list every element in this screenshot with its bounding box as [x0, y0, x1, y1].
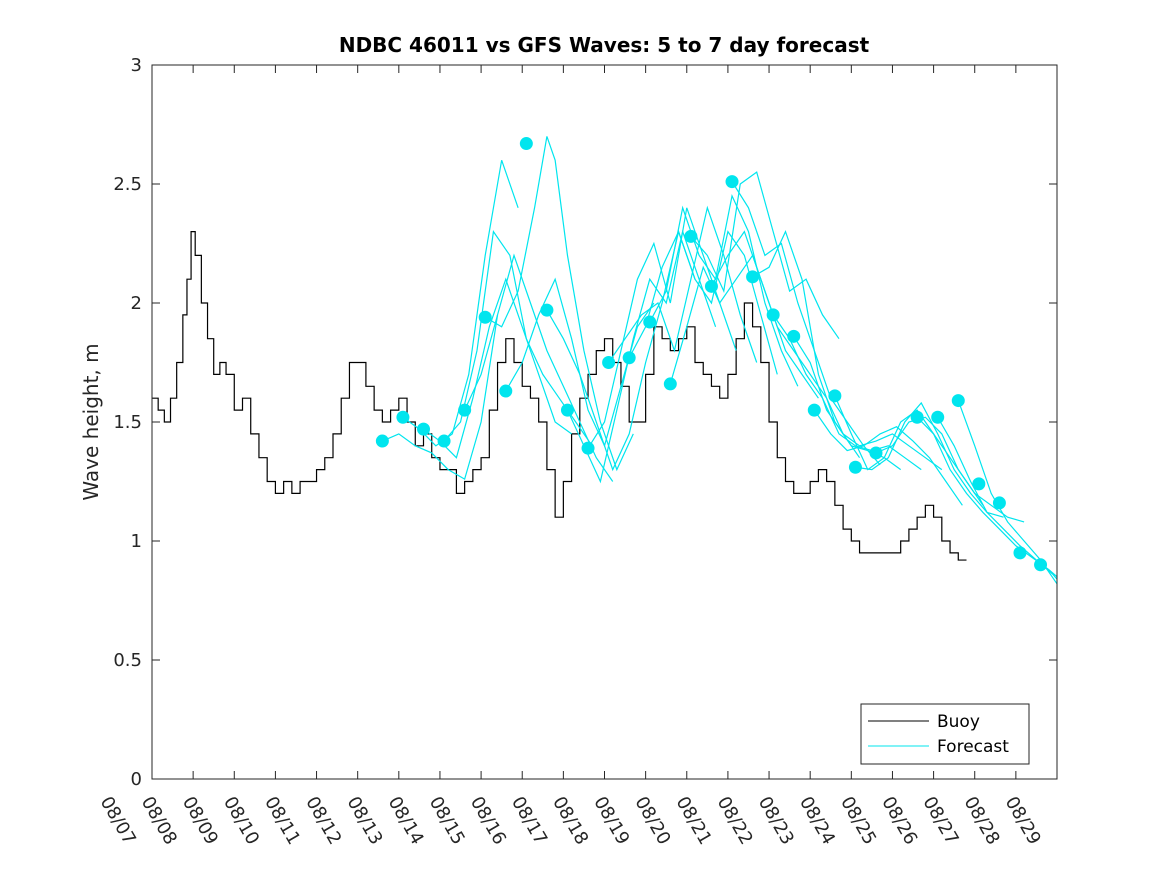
forecast-points: [375, 137, 1048, 572]
forecast-point: [787, 329, 801, 343]
forecast-point: [992, 496, 1006, 510]
forecast-point: [437, 434, 451, 448]
forecast-run-line: [772, 314, 922, 471]
chart-title: NDBC 46011 vs GFS Waves: 5 to 7 day fore…: [339, 33, 870, 57]
forecast-point: [499, 384, 513, 398]
forecast-run-line: [813, 409, 963, 506]
forecast-run-line: [855, 401, 1004, 518]
forecast-point: [725, 175, 739, 189]
forecast-run-line: [464, 253, 614, 482]
plot-frame: [151, 64, 1058, 780]
legend-forecast-label: Forecast: [937, 737, 1009, 757]
forecast-point: [663, 377, 677, 391]
forecast-point: [951, 394, 965, 408]
forecast-point: [396, 410, 410, 424]
y-tick-label: 2: [131, 293, 142, 314]
forecast-run-line: [587, 207, 737, 449]
forecast-run-line: [710, 230, 861, 459]
forecast-run-line: [649, 193, 799, 387]
y-axis-label: Wave height, m: [79, 343, 103, 500]
forecast-run-line: [669, 254, 819, 399]
y-tick-label: 0.5: [113, 650, 142, 671]
forecast-point: [684, 229, 698, 243]
forecast-point: [1034, 558, 1048, 572]
y-tick-label: 2.5: [113, 174, 142, 195]
forecast-point: [848, 460, 862, 474]
forecast-run-line: [382, 314, 499, 481]
y-tick-label: 1: [131, 531, 142, 552]
forecast-point: [540, 303, 554, 317]
forecast-point: [643, 315, 657, 329]
forecast-run-line: [731, 181, 881, 466]
forecast-run-line: [423, 277, 572, 459]
forecast-point: [704, 279, 718, 293]
forecast-point: [375, 434, 389, 448]
legend-box: [860, 703, 1030, 765]
forecast-point: [1013, 546, 1027, 560]
buoy-line: [152, 231, 967, 561]
forecast-point: [519, 137, 533, 151]
forecast-point: [910, 410, 924, 424]
forecast-run-line: [690, 171, 840, 340]
forecast-run-line: [566, 229, 717, 484]
buoy-series: [152, 231, 967, 561]
y-tick-label: 0: [131, 769, 142, 790]
forecast-point: [807, 403, 821, 417]
forecast-point: [458, 403, 472, 417]
legend-buoy-label: Buoy: [937, 712, 980, 732]
forecast-run-line: [628, 229, 778, 375]
forecast-point: [972, 477, 986, 491]
y-tick-label: 1.5: [113, 412, 142, 433]
forecast-point: [478, 310, 492, 324]
forecast-point: [766, 308, 780, 322]
forecast-point: [417, 422, 430, 436]
forecast-point: [828, 389, 842, 403]
legend: Buoy Forecast: [860, 703, 1030, 765]
forecast-run-line: [875, 416, 1025, 523]
forecast-point: [602, 356, 616, 369]
forecast-point: [622, 351, 636, 365]
forecast-point: [931, 410, 945, 424]
forecast-point: [746, 270, 760, 284]
forecast-point: [560, 403, 574, 417]
forecast-point: [581, 441, 595, 455]
forecast-point: [869, 446, 883, 460]
forecast-run-line: [484, 136, 634, 472]
y-tick-label: 3: [131, 55, 142, 76]
